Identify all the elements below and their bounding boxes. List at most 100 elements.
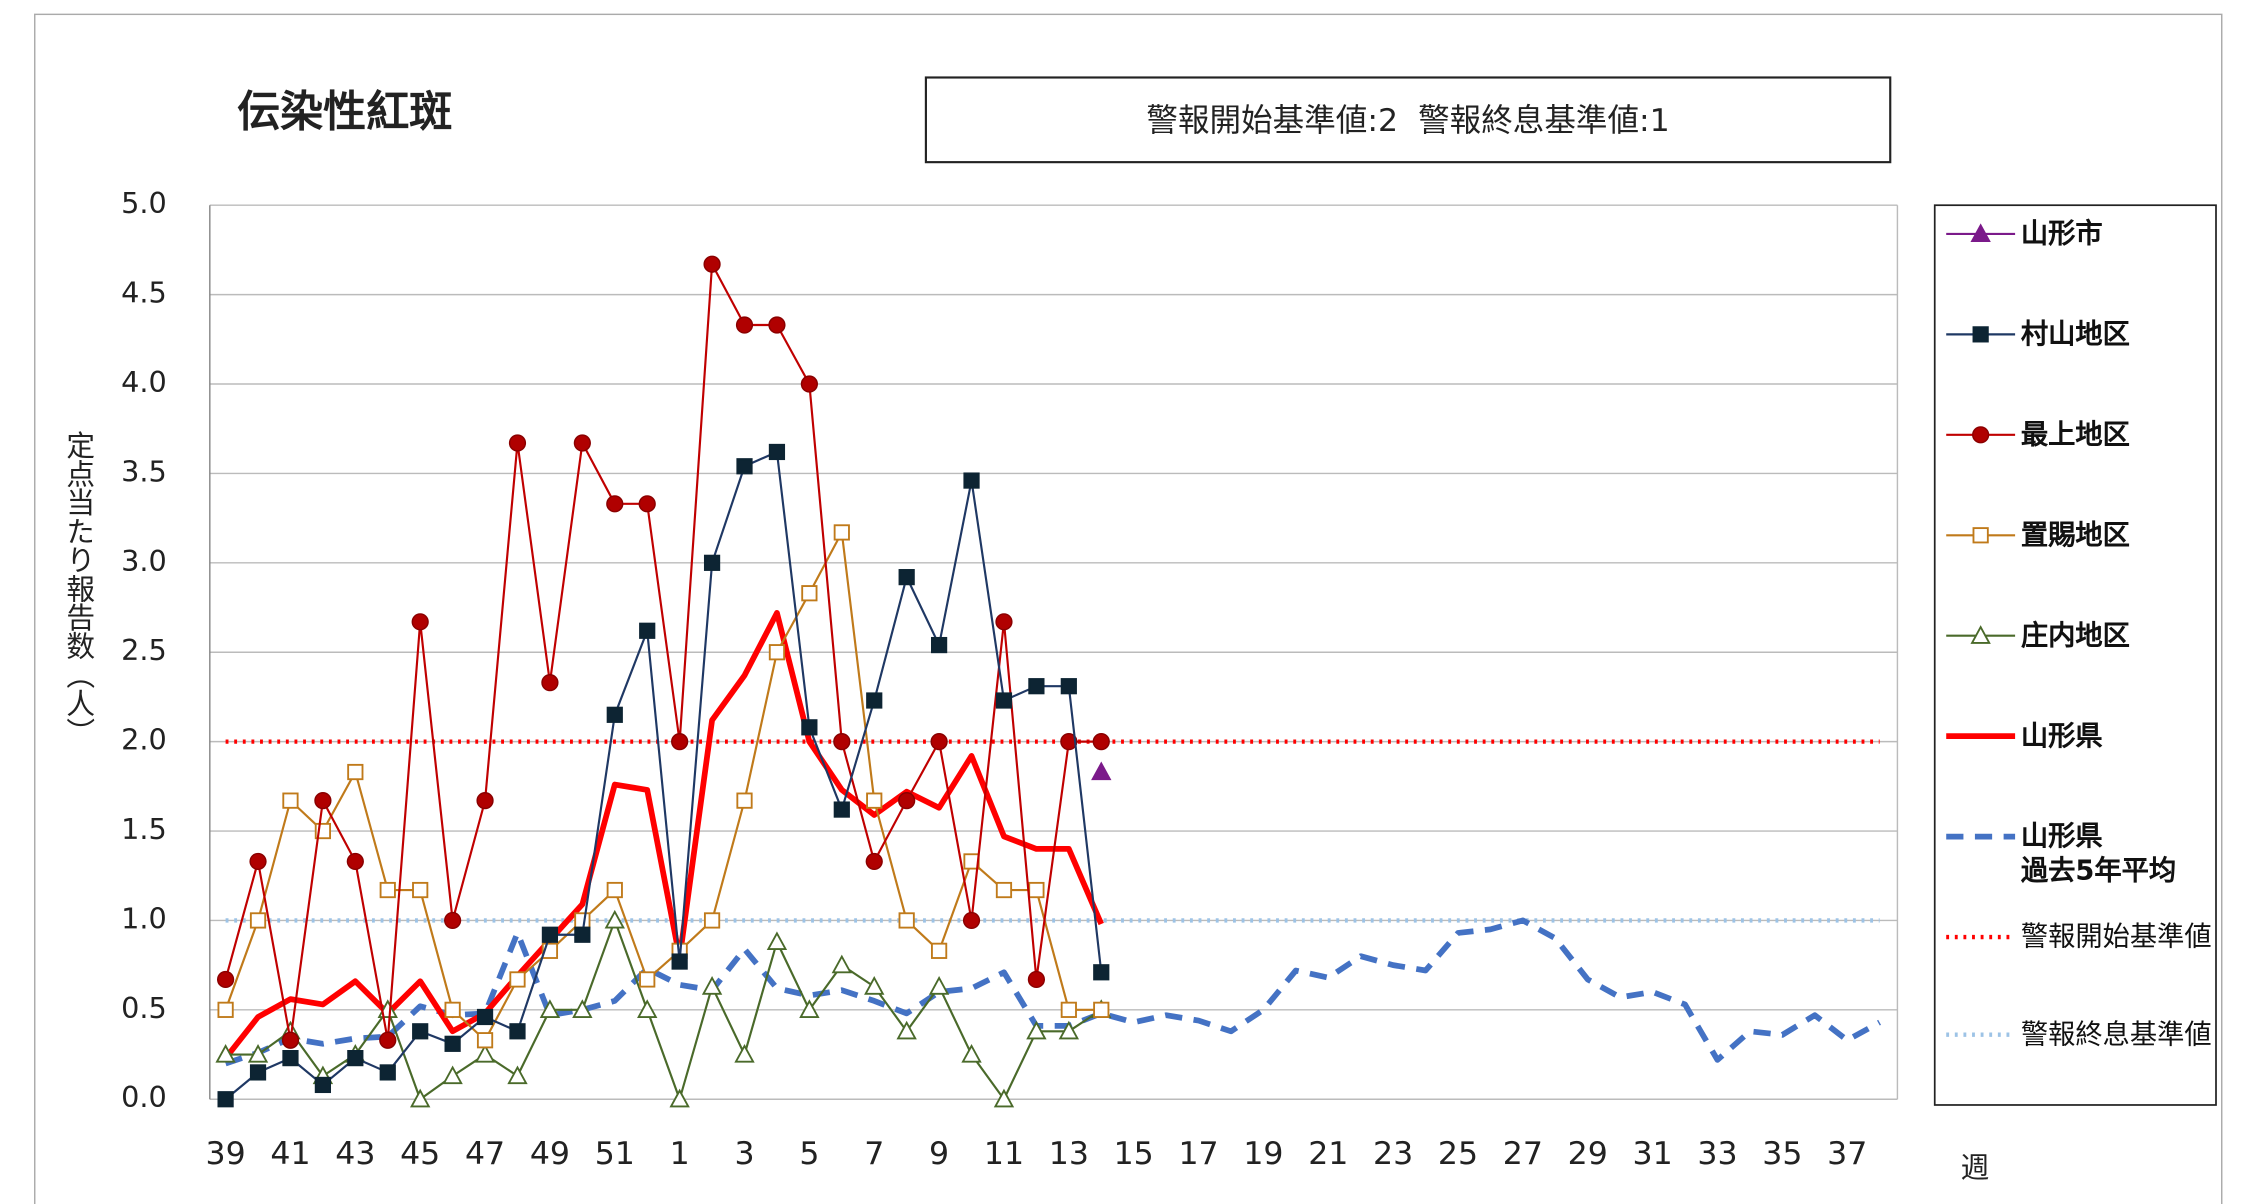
marker [606,881,623,899]
marker [1970,223,1991,243]
series-line [224,917,1882,1067]
y-tick-label: 4.5 [121,276,167,310]
marker [864,976,885,995]
marker [833,733,851,751]
marker [801,719,818,736]
x-tick-label: 7 [864,1136,884,1172]
marker [703,912,721,929]
marker [831,954,852,974]
legend-label: 山形県 [2020,720,2103,752]
marker [703,554,721,571]
x-tick-label: 15 [1114,1136,1154,1172]
marker [768,644,786,661]
x-tick-label: 41 [270,1136,310,1172]
x-tick-label: 39 [206,1136,246,1172]
chart-title: 伝染性紅斑 [237,87,452,137]
y-tick-label: 1.5 [121,812,167,846]
marker [639,622,656,639]
marker [444,911,462,930]
marker [1092,733,1110,751]
marker [703,255,721,273]
marker [833,801,850,818]
y-tick-label: 2.0 [121,723,167,757]
legend-label: 最上地区 [2020,419,2130,451]
marker [249,852,267,871]
y-tick-label: 0.5 [121,991,167,1025]
y-tick-label: 1.0 [121,901,167,935]
legend-label: 山形県 過去5年平均 [2020,820,2177,887]
marker [930,733,948,751]
marker [606,495,624,513]
legend-label-box: 警報開始基準値 [2021,921,2212,953]
marker [1028,881,1045,899]
marker [379,1031,397,1049]
marker [444,1035,461,1052]
marker [928,976,950,995]
marker [766,931,788,951]
marker [768,316,786,334]
marker [474,1043,496,1063]
legend-label: 置賜地区 [2020,519,2130,552]
marker [508,434,527,452]
x-tick-label: 47 [465,1136,505,1172]
marker [574,912,591,929]
marker [639,971,656,988]
marker [410,1088,431,1108]
x-tick-label: 45 [400,1136,440,1172]
marker [735,316,754,334]
marker [412,1023,429,1040]
x-tick-label: 13 [1049,1136,1089,1172]
x-tick-label: 27 [1503,1136,1543,1172]
marker [1060,678,1077,695]
marker [1093,964,1110,981]
marker [1091,761,1112,781]
x-tick-label: 29 [1568,1136,1608,1172]
marker [282,1050,299,1067]
y-tick-label: 2.5 [121,633,167,667]
legend-label-box: 置賜地区 [2020,519,2130,552]
marker [509,1023,526,1040]
marker [346,852,364,871]
marker [963,472,980,489]
series-line [225,919,1102,1101]
marker [1972,527,1989,544]
marker [898,912,915,929]
marker [993,1088,1015,1108]
legend-label-box: 村山地区 [2020,318,2130,351]
x-tick-label: 1 [670,1136,690,1172]
marker [347,763,364,781]
x-tick-label: 51 [595,1136,635,1172]
marker [898,792,916,810]
marker [216,970,235,989]
y-tick-label: 4.0 [121,365,167,399]
marker [442,1065,463,1085]
marker [671,733,689,751]
marker [281,1031,300,1049]
marker [701,976,723,995]
marker [314,792,332,810]
marker [411,613,429,631]
x-tick-label: 43 [335,1136,375,1172]
marker [930,636,948,654]
legend-label: 村山地区 [2020,318,2130,351]
legend-label: 山形市 [2020,218,2103,250]
marker [801,585,818,602]
marker [249,912,267,929]
marker [249,1064,267,1081]
marker [314,1076,332,1094]
legend-label-box: 山形県 過去5年平均 [2020,820,2177,887]
marker [799,999,820,1018]
marker [1026,1020,1047,1040]
series-line [224,263,1102,1042]
marker [833,524,850,541]
marker [1970,625,1991,644]
marker [898,569,915,586]
marker [573,434,591,452]
marker [476,1032,494,1049]
marker [509,971,526,988]
marker [1058,1020,1080,1040]
marker [247,1043,269,1063]
x-tick-label: 35 [1762,1136,1802,1172]
marker [866,692,883,709]
legend-label-box: 庄内地区 [2021,620,2130,652]
